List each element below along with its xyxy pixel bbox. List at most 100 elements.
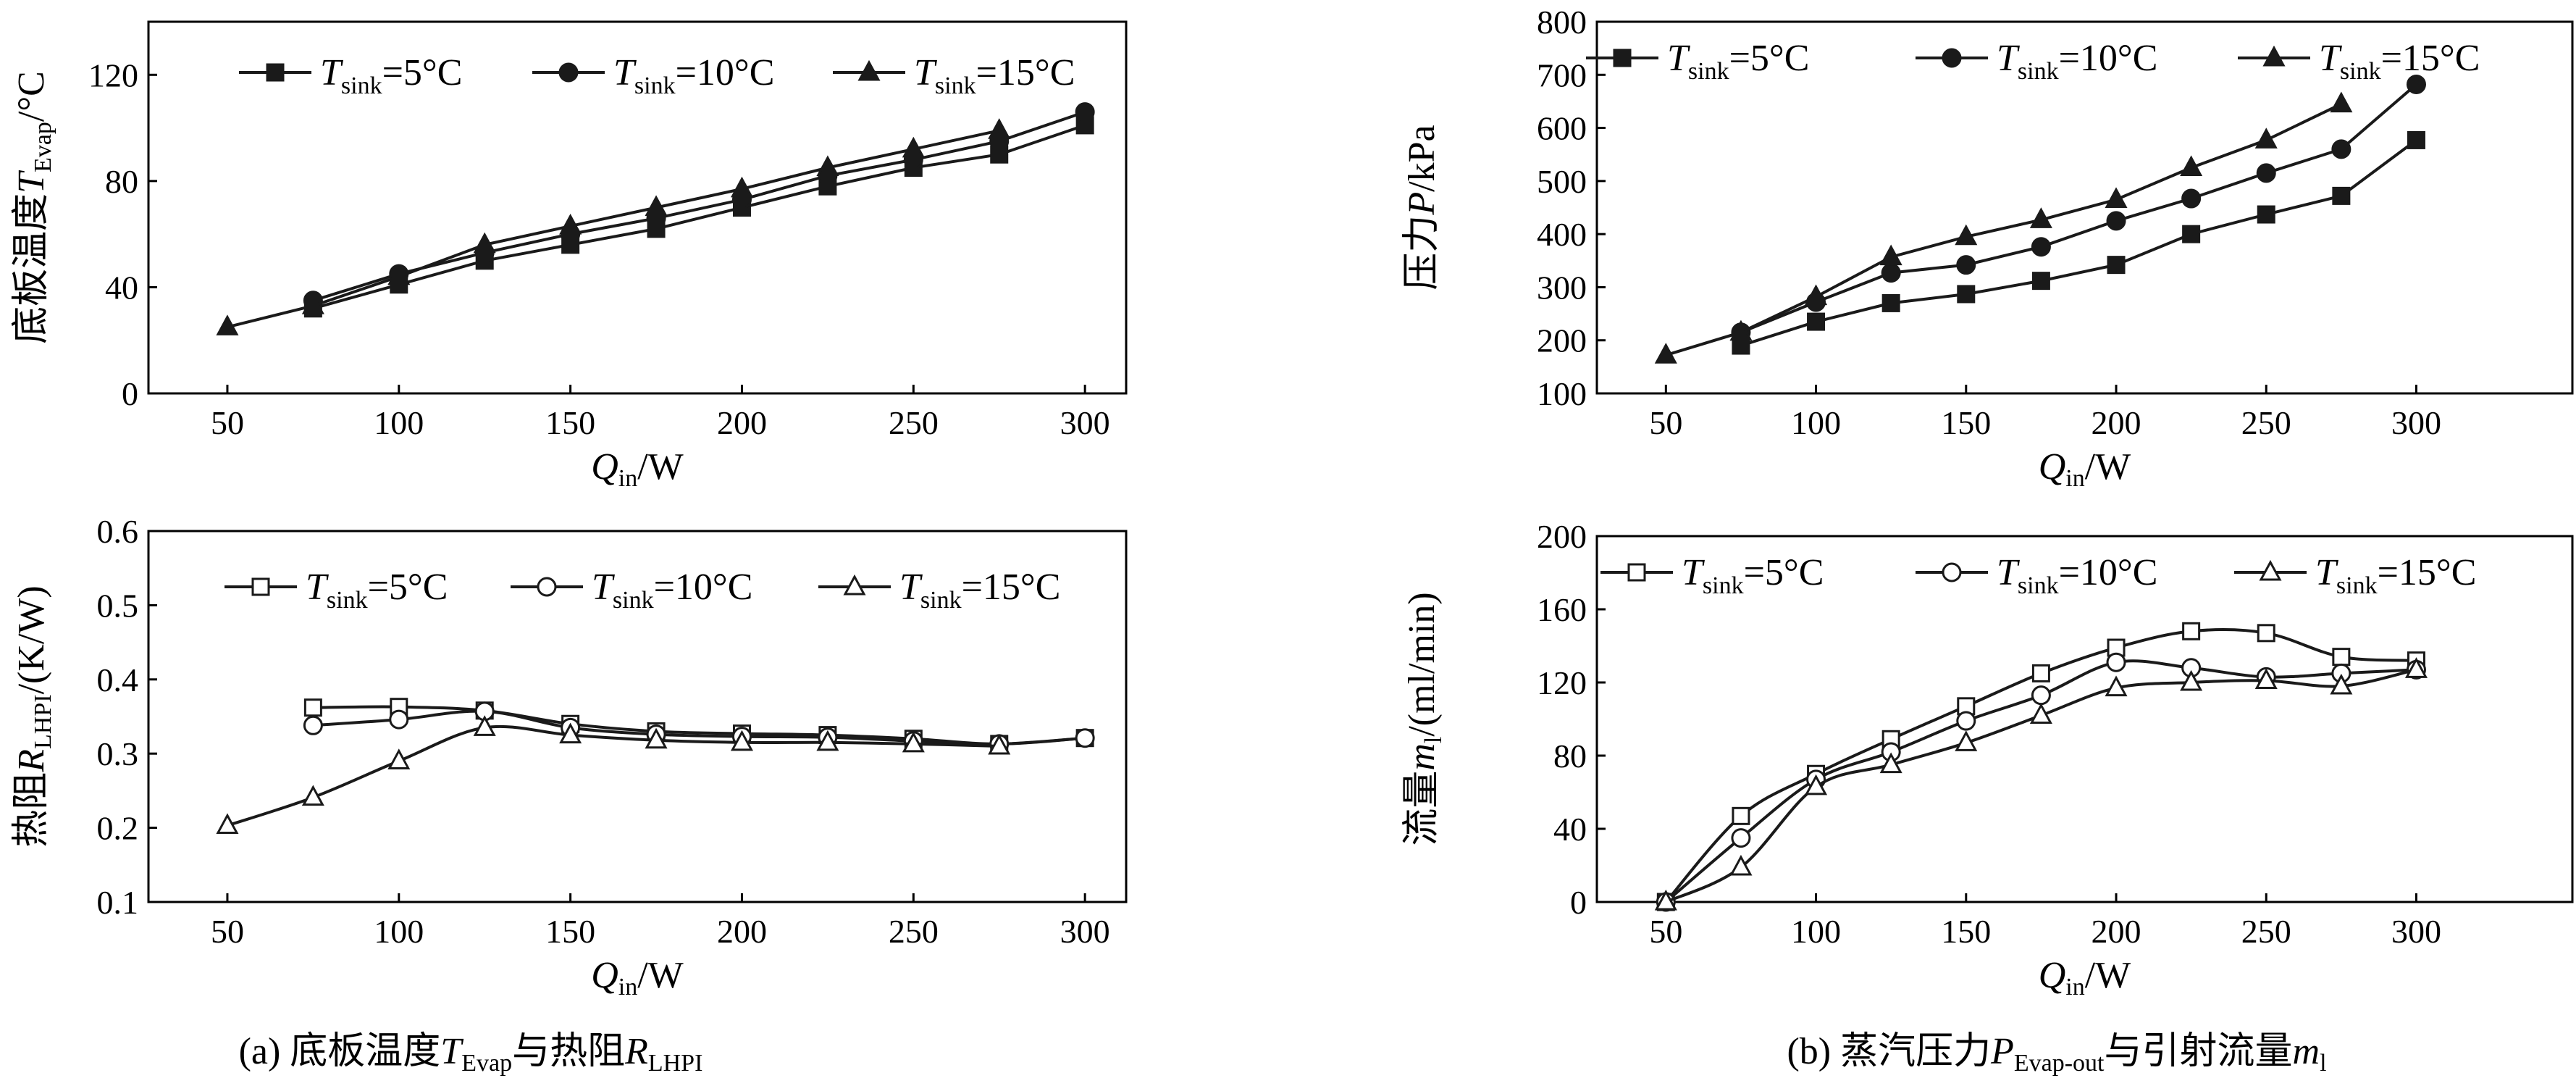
data-point-square <box>2031 664 2050 682</box>
data-point-square <box>2257 624 2275 643</box>
data-point-square <box>1957 285 1976 304</box>
y-tick-label: 80 <box>105 163 138 200</box>
caption-left: (a) 底板温度TEvap与热阻RLHPI <box>239 1031 703 1077</box>
y-tick-label: 800 <box>1537 4 1587 41</box>
plot-frame <box>1595 535 2574 903</box>
x-tick-label: 50 <box>1649 404 1682 441</box>
legend-label: Tsink=10°C <box>1997 38 2157 85</box>
x-tick-label: 50 <box>1649 913 1682 950</box>
data-point-triangle <box>2105 187 2128 209</box>
data-point-square <box>1881 293 1900 312</box>
data-point-triangle <box>1955 224 1978 246</box>
x-tick-label: 300 <box>1060 913 1110 950</box>
data-point-square <box>303 698 322 717</box>
legend-label: Tsink=15°C <box>914 52 1075 99</box>
y-tick-label: 0.4 <box>97 661 139 698</box>
data-point-triangle <box>473 715 496 736</box>
data-point-triangle <box>1729 854 1753 876</box>
legend-label: Tsink=10°C <box>613 52 774 99</box>
data-point-square <box>1807 312 1826 331</box>
data-point-triangle <box>988 733 1011 755</box>
data-point-circle <box>303 715 323 735</box>
data-point-triangle <box>2330 673 2353 695</box>
data-point-triangle <box>645 195 668 216</box>
y-tick-label: 700 <box>1537 57 1587 93</box>
data-point-triangle <box>1805 284 1828 306</box>
series-line-2 <box>312 110 1086 302</box>
legend-label: Tsink=5°C <box>1667 38 1809 85</box>
legend-marker-triangle <box>857 59 881 81</box>
x-tick-label: 250 <box>889 404 939 441</box>
y-tick-label: 300 <box>1537 269 1587 306</box>
data-point-triangle <box>645 727 668 749</box>
data-point-triangle <box>2105 675 2128 697</box>
panel-pressure: 50 100 150 200 250 300 100 200 300 400 500 600 700 80… <box>1401 4 2574 492</box>
data-point-triangle <box>301 293 324 314</box>
x-axis-label: Qin/W <box>591 955 684 1001</box>
legend-marker-circle <box>1942 562 1962 582</box>
data-point-circle <box>389 709 409 730</box>
data-point-circle <box>2106 652 2126 672</box>
x-tick-label: 100 <box>374 404 424 441</box>
x-tick-label: 200 <box>2092 404 2141 441</box>
data-point-square <box>2407 130 2425 149</box>
data-point-triangle <box>559 214 582 235</box>
x-tick-label: 100 <box>1791 913 1841 950</box>
y-axis-label: 流量ml/(ml/min) <box>1401 592 1447 845</box>
data-point-circle <box>1731 828 1751 848</box>
data-point-circle <box>1956 255 1976 275</box>
data-point-square <box>2332 648 2351 667</box>
data-point-triangle <box>559 722 582 744</box>
y-tick-label: 0.3 <box>97 735 139 772</box>
data-point-triangle <box>730 730 753 751</box>
data-point-square <box>1732 806 1750 825</box>
data-point-triangle <box>902 731 925 753</box>
data-point-triangle <box>902 136 925 158</box>
y-tick-label: 0 <box>122 375 138 412</box>
data-point-triangle <box>2404 657 2428 678</box>
y-tick-label: 500 <box>1537 163 1587 200</box>
legend-label: Tsink=15°C <box>899 567 1060 614</box>
data-point-triangle <box>816 155 839 177</box>
data-point-triangle <box>216 813 239 835</box>
data-point-triangle <box>816 730 839 751</box>
data-point-circle <box>1881 263 1901 283</box>
data-point-triangle <box>988 118 1011 139</box>
y-tick-label: 0 <box>1570 884 1587 921</box>
data-point-circle <box>2031 237 2051 257</box>
legend-marker-square <box>251 577 270 596</box>
y-tick-label: 100 <box>1537 375 1587 412</box>
data-point-triangle <box>387 264 411 285</box>
data-point-circle <box>1956 711 1976 731</box>
data-point-circle <box>1075 102 1095 122</box>
data-point-circle <box>2181 188 2202 209</box>
y-tick-label: 120 <box>88 57 138 93</box>
data-point-triangle <box>387 748 411 769</box>
data-point-circle <box>2031 685 2051 706</box>
data-point-square <box>2257 205 2275 224</box>
legend-marker-triangle <box>843 574 866 596</box>
panel-thermal-resistance: 50 100 150 200 250 300 0.1 0.2 0.3 0.4 0.5 0.6 Qin/W… <box>11 513 1128 1001</box>
data-point-triangle <box>2330 91 2353 113</box>
x-tick-label: 150 <box>545 913 595 950</box>
y-tick-label: 0.1 <box>97 884 139 921</box>
data-point-square <box>2107 256 2126 275</box>
data-point-square <box>2031 272 2050 291</box>
legend-label: Tsink=5°C <box>306 567 448 614</box>
data-point-square <box>2182 622 2201 640</box>
legend-marker-square <box>266 63 285 82</box>
data-point-triangle <box>2254 668 2278 689</box>
x-tick-label: 200 <box>2092 913 2141 950</box>
data-point-square <box>2182 225 2201 243</box>
y-tick-label: 160 <box>1537 591 1587 628</box>
y-axis-label: 底板温度TEvap/°C <box>11 71 56 344</box>
legend-marker-square <box>1627 563 1646 582</box>
y-tick-label: 40 <box>105 269 138 306</box>
data-point-triangle <box>1955 730 1978 751</box>
data-point-triangle <box>473 232 496 254</box>
x-tick-label: 100 <box>1791 404 1841 441</box>
y-tick-label: 400 <box>1537 216 1587 253</box>
y-tick-label: 120 <box>1537 664 1587 701</box>
data-point-circle <box>2106 211 2126 231</box>
